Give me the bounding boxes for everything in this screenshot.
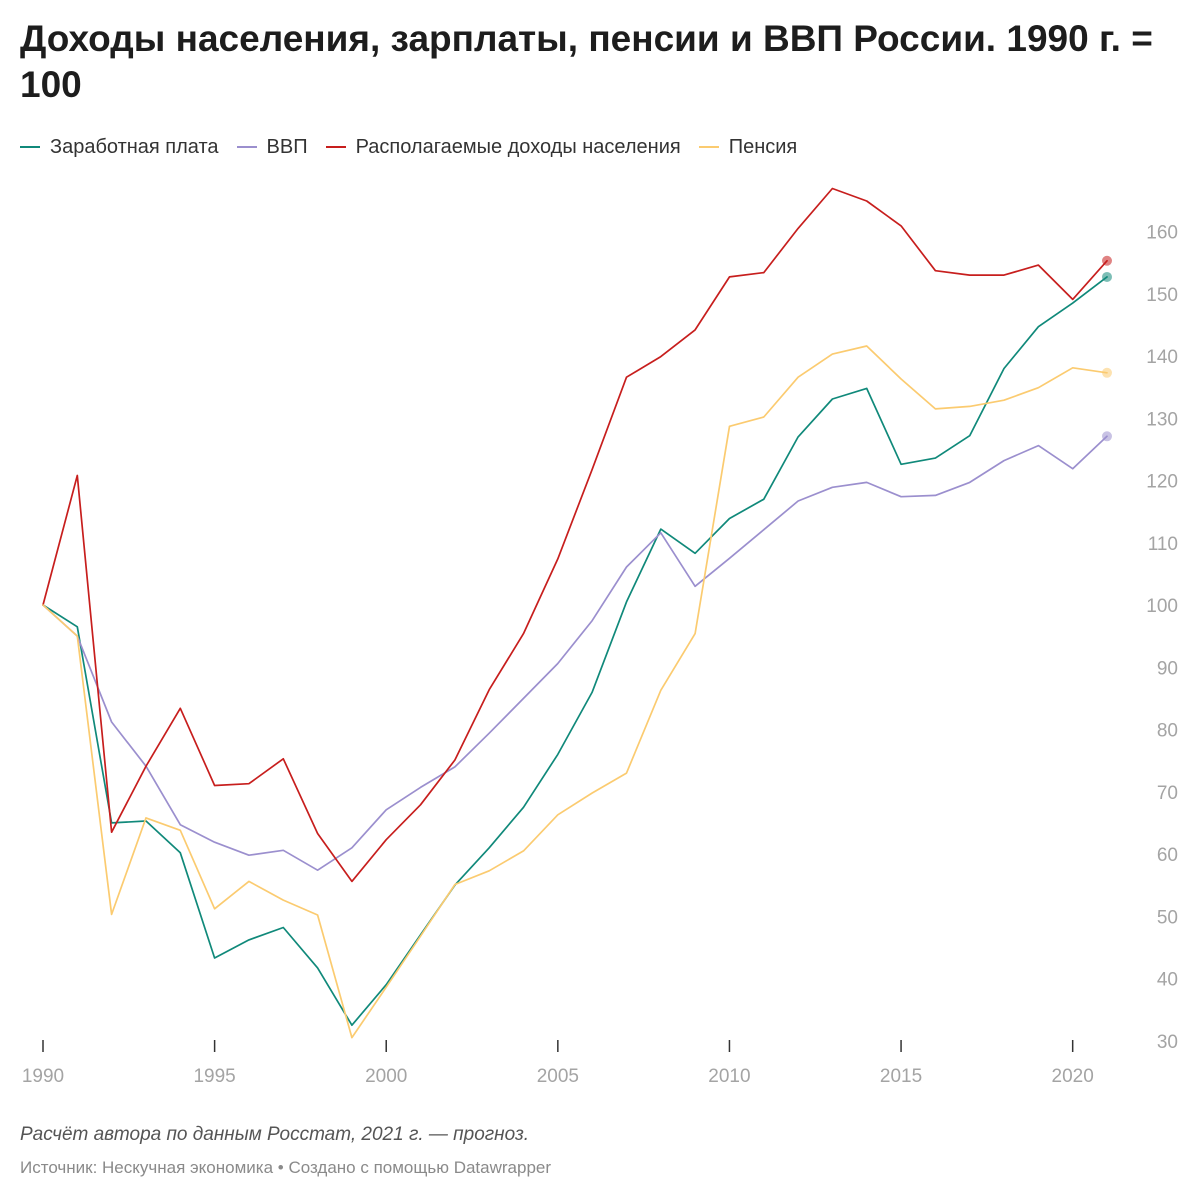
x-tick-label: 2005 <box>537 1066 579 1087</box>
legend-item-2: Располагаемые доходы населения <box>325 135 681 159</box>
legend-swatch <box>698 146 719 148</box>
x-tick-label: 1990 <box>22 1066 64 1087</box>
y-tick-label: 160 <box>1146 223 1178 244</box>
legend-item-0: Заработная плата <box>20 136 219 159</box>
series-end-point-3 <box>1102 367 1112 378</box>
y-tick-label: 80 <box>1157 721 1178 742</box>
y-tick-label: 40 <box>1157 970 1178 991</box>
y-tick-label: 60 <box>1157 845 1178 866</box>
series-line-1 <box>42 435 1108 872</box>
y-tick-label: 150 <box>1146 285 1178 306</box>
chart-note: Расчёт автора по данным Росстат, 2021 г.… <box>20 1124 530 1145</box>
chart-title: Доходы населения, зарплаты, пенсии и ВВП… <box>20 18 1153 105</box>
legend-label: Располагаемые доходы населения <box>355 135 681 158</box>
x-tick-label: 2020 <box>1052 1066 1094 1087</box>
legend-swatch <box>236 146 257 148</box>
x-tick-label: 2010 <box>708 1066 750 1087</box>
legend-swatch <box>325 146 346 148</box>
y-tick-label: 130 <box>1146 409 1178 430</box>
legend-label: ВВП <box>266 135 308 158</box>
legend-label: Пенсия <box>728 135 798 158</box>
legend-swatch <box>20 146 40 148</box>
chart-legend: Заработная плата ВВП Располагаемые доходы … <box>20 134 815 160</box>
x-tick-label: 1995 <box>193 1066 235 1087</box>
y-tick-label: 100 <box>1146 596 1178 617</box>
y-tick-label: 90 <box>1157 658 1178 679</box>
series-line-2 <box>42 187 1108 883</box>
line-chart: 30 40 50 60 70 80 90 100 110 120 130 140 150 160 1990 1… <box>22 187 1178 1087</box>
y-tick-label: 140 <box>1146 347 1178 368</box>
legend-item-1: ВВП <box>236 135 308 159</box>
y-tick-label: 30 <box>1157 1032 1178 1053</box>
series-end-point-2 <box>1102 255 1112 266</box>
chart-source: Источник: Нескучная экономика • Создано … <box>20 1158 552 1177</box>
series-end-point-0 <box>1102 271 1112 282</box>
legend-item-3: Пенсия <box>698 135 798 159</box>
series-end-point-1 <box>1102 431 1112 442</box>
series-line-3 <box>42 345 1108 1039</box>
legend-label: Заработная плата <box>50 135 219 158</box>
y-tick-label: 70 <box>1157 783 1178 804</box>
y-tick-label: 50 <box>1157 907 1178 928</box>
series-line-0 <box>42 276 1108 1027</box>
x-tick-label: 2015 <box>880 1066 922 1087</box>
x-tick-label: 2000 <box>365 1066 407 1087</box>
y-tick-label: 110 <box>1148 534 1178 555</box>
y-tick-label: 120 <box>1146 472 1178 493</box>
